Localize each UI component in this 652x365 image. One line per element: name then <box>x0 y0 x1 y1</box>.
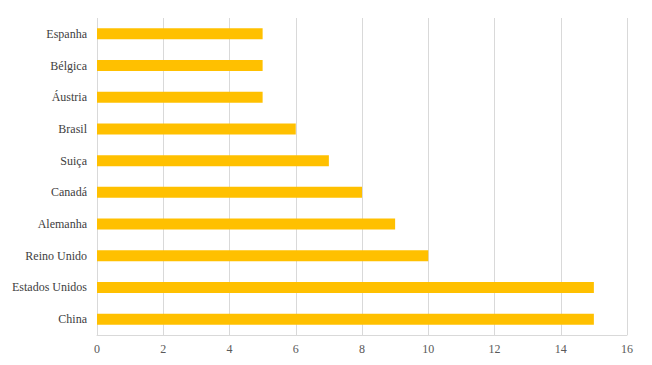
svg-text:16: 16 <box>621 342 633 356</box>
svg-text:0: 0 <box>94 342 100 356</box>
svg-text:10: 10 <box>422 342 434 356</box>
svg-text:8: 8 <box>359 342 365 356</box>
svg-text:Suiça: Suiça <box>60 154 87 168</box>
svg-text:Espanha: Espanha <box>46 27 87 41</box>
svg-text:Canadá: Canadá <box>51 185 88 199</box>
svg-text:2: 2 <box>160 342 166 356</box>
svg-text:Bélgica: Bélgica <box>50 59 87 73</box>
svg-text:12: 12 <box>489 342 501 356</box>
svg-text:Brasil: Brasil <box>58 122 87 136</box>
svg-text:Áustria: Áustria <box>52 90 88 104</box>
svg-text:4: 4 <box>227 342 233 356</box>
svg-text:Reino Unido: Reino Unido <box>25 249 87 263</box>
svg-text:Estados Unidos: Estados Unidos <box>12 280 87 294</box>
svg-text:14: 14 <box>555 342 567 356</box>
svg-text:6: 6 <box>293 342 299 356</box>
svg-text:Alemanha: Alemanha <box>38 217 88 231</box>
svg-text:China: China <box>58 312 87 326</box>
